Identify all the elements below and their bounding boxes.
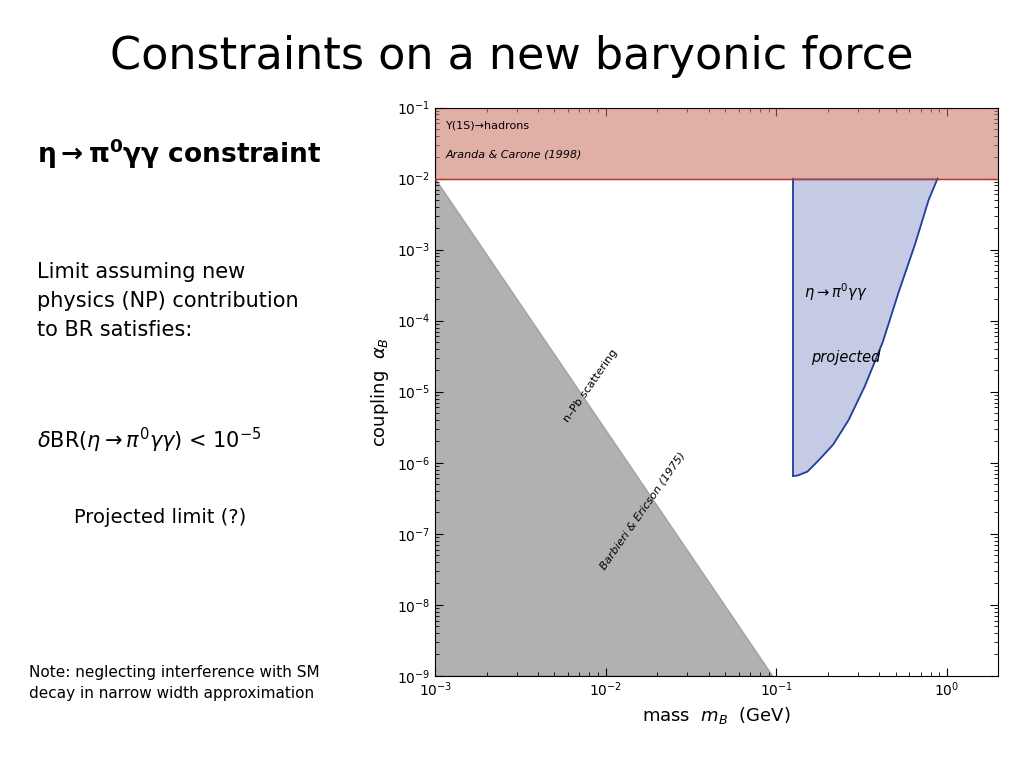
Text: Constraints on a new baryonic force: Constraints on a new baryonic force (111, 35, 913, 78)
Text: Aranda & Carone (1998): Aranda & Carone (1998) (445, 149, 582, 159)
Text: $\mathbf{\eta \rightarrow \pi^0\gamma\gamma}$ constraint: $\mathbf{\eta \rightarrow \pi^0\gamma\ga… (37, 136, 322, 170)
Text: Note: neglecting interference with SM
decay in narrow width approximation: Note: neglecting interference with SM de… (29, 665, 319, 701)
Text: $\delta$BR($\eta$$\rightarrow$$\pi^0\gamma\gamma$) < 10$^{-5}$: $\delta$BR($\eta$$\rightarrow$$\pi^0\gam… (37, 426, 261, 455)
Polygon shape (435, 179, 773, 676)
X-axis label: mass  $m_B$  (GeV): mass $m_B$ (GeV) (642, 705, 792, 726)
Polygon shape (793, 179, 938, 476)
Text: $\eta\rightarrow\pi^0\gamma\gamma$: $\eta\rightarrow\pi^0\gamma\gamma$ (804, 282, 867, 303)
Text: Barbieri & Ericson (1975): Barbieri & Ericson (1975) (598, 450, 687, 571)
Text: Y(1S)→hadrons: Y(1S)→hadrons (445, 121, 529, 131)
Text: projected: projected (811, 350, 881, 366)
Text: n–Pb scattering: n–Pb scattering (561, 348, 620, 424)
Text: Projected limit (?): Projected limit (?) (74, 508, 246, 527)
Text: Limit assuming new
physics (NP) contribution
to BR satisfies:: Limit assuming new physics (NP) contribu… (37, 262, 298, 339)
Y-axis label: coupling  $\alpha_B$: coupling $\alpha_B$ (370, 337, 391, 446)
